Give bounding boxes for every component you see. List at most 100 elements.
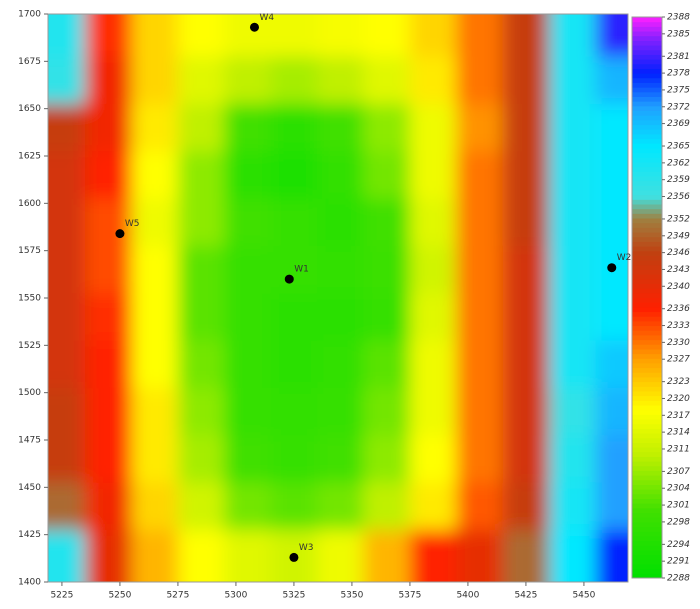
colorbar-step [632, 166, 662, 172]
colorbar-step [632, 428, 662, 434]
heat-cell [502, 151, 550, 200]
heat-cell [131, 435, 179, 484]
heat-cell [48, 14, 86, 58]
colorbar-tick-label: 2294 [667, 540, 690, 550]
heat-cell [270, 245, 318, 294]
colorbar-step [632, 82, 662, 88]
heat-cell [224, 482, 272, 531]
heat-cell [409, 245, 457, 294]
colorbar-step [632, 433, 662, 439]
colorbar-step [632, 73, 662, 79]
heat-cell [549, 198, 597, 247]
heat-cell [549, 103, 597, 152]
colorbar-step [632, 115, 662, 121]
heat-cell [224, 293, 272, 342]
heat-cell [224, 14, 272, 58]
heat-cell [177, 340, 225, 389]
heat-cell [456, 151, 504, 200]
colorbar-step [632, 101, 662, 107]
colorbar-step [632, 391, 662, 397]
colorbar-step [632, 185, 662, 191]
well-label: W5 [125, 219, 140, 229]
colorbar-step [632, 339, 662, 345]
colorbar-step [632, 358, 662, 364]
colorbar-step [632, 521, 662, 528]
colorbar-step [632, 395, 662, 401]
colorbar-step [632, 563, 662, 570]
colorbar-step [632, 105, 662, 111]
colorbar-step [632, 320, 662, 327]
heat-cell [409, 482, 457, 531]
heat-cell [363, 482, 411, 531]
heat-cell [409, 56, 457, 105]
x-tick-label: 5325 [282, 591, 305, 601]
heat-cell [502, 103, 550, 152]
heat-cell [363, 56, 411, 105]
heat-cell [131, 151, 179, 200]
well-label: W1 [294, 265, 309, 275]
heat-cell [456, 56, 504, 105]
heat-cell [456, 529, 504, 582]
colorbar-step [632, 96, 662, 102]
colorbar-step [632, 180, 662, 186]
heat-cell [409, 103, 457, 152]
colorbar-tick-label: 2291 [667, 557, 690, 567]
heat-cell [317, 529, 365, 582]
heat-cell [456, 103, 504, 152]
colorbar-tick-label: 2301 [667, 501, 690, 511]
colorbar-step [632, 45, 662, 51]
heat-cell [595, 198, 628, 247]
y-tick-label: 1675 [18, 57, 41, 67]
heat-cell [549, 245, 597, 294]
well [289, 552, 299, 562]
colorbar-step [632, 475, 662, 481]
heat-cell [549, 435, 597, 484]
colorbar-step [632, 554, 662, 560]
colorbar-tick-label: 2317 [667, 411, 690, 421]
colorbar-step [632, 171, 662, 177]
colorbar-step [632, 152, 662, 158]
heat-cell [224, 56, 272, 105]
heat-cell [270, 14, 318, 58]
colorbar-step [632, 49, 662, 55]
colorbar-step [632, 330, 662, 336]
y-tick-label: 1625 [18, 152, 41, 162]
colorbar-step [632, 189, 662, 196]
colorbar-step [632, 465, 662, 471]
colorbar-step [632, 302, 662, 308]
colorbar-step [632, 386, 662, 392]
colorbar-step [632, 507, 662, 514]
colorbar-step [632, 246, 662, 252]
axes: 5225 5250 5275 5300 5325 5350 5375 5400 5425 5450… [18, 10, 596, 601]
colorbar-tick-label: 2352 [667, 214, 690, 224]
heat-cell [363, 340, 411, 389]
heat-cell [595, 482, 628, 531]
heat-cell [502, 482, 550, 531]
colorbar-step [632, 292, 662, 298]
heat-cell [270, 56, 318, 105]
heat-cell [177, 293, 225, 342]
y-tick-label: 1525 [18, 341, 41, 351]
heat-cell [456, 198, 504, 247]
colorbar-step [632, 124, 662, 130]
colorbar-step [632, 503, 662, 509]
heat-cell [131, 482, 179, 531]
colorbar: 2388 2385 2381 2378 2375 2372 2369 2365 2362 2359… [631, 13, 690, 584]
y-tick-label: 1475 [18, 436, 41, 446]
heat-cell [48, 103, 86, 152]
heat-cell [363, 198, 411, 247]
colorbar-step [632, 559, 662, 565]
colorbar-step [632, 545, 662, 551]
y-tick-label: 1425 [18, 530, 41, 540]
heat-cell [85, 340, 133, 389]
heat-cell [502, 14, 550, 58]
colorbar-step [632, 133, 662, 140]
colorbar-tick-label: 2333 [667, 321, 690, 331]
colorbar-step [632, 316, 662, 322]
colorbar-tick-label: 2362 [667, 158, 690, 168]
heat-cell [409, 435, 457, 484]
heat-cell [48, 151, 86, 200]
colorbar-tick-label: 2365 [667, 142, 690, 152]
colorbar-step [632, 484, 662, 490]
